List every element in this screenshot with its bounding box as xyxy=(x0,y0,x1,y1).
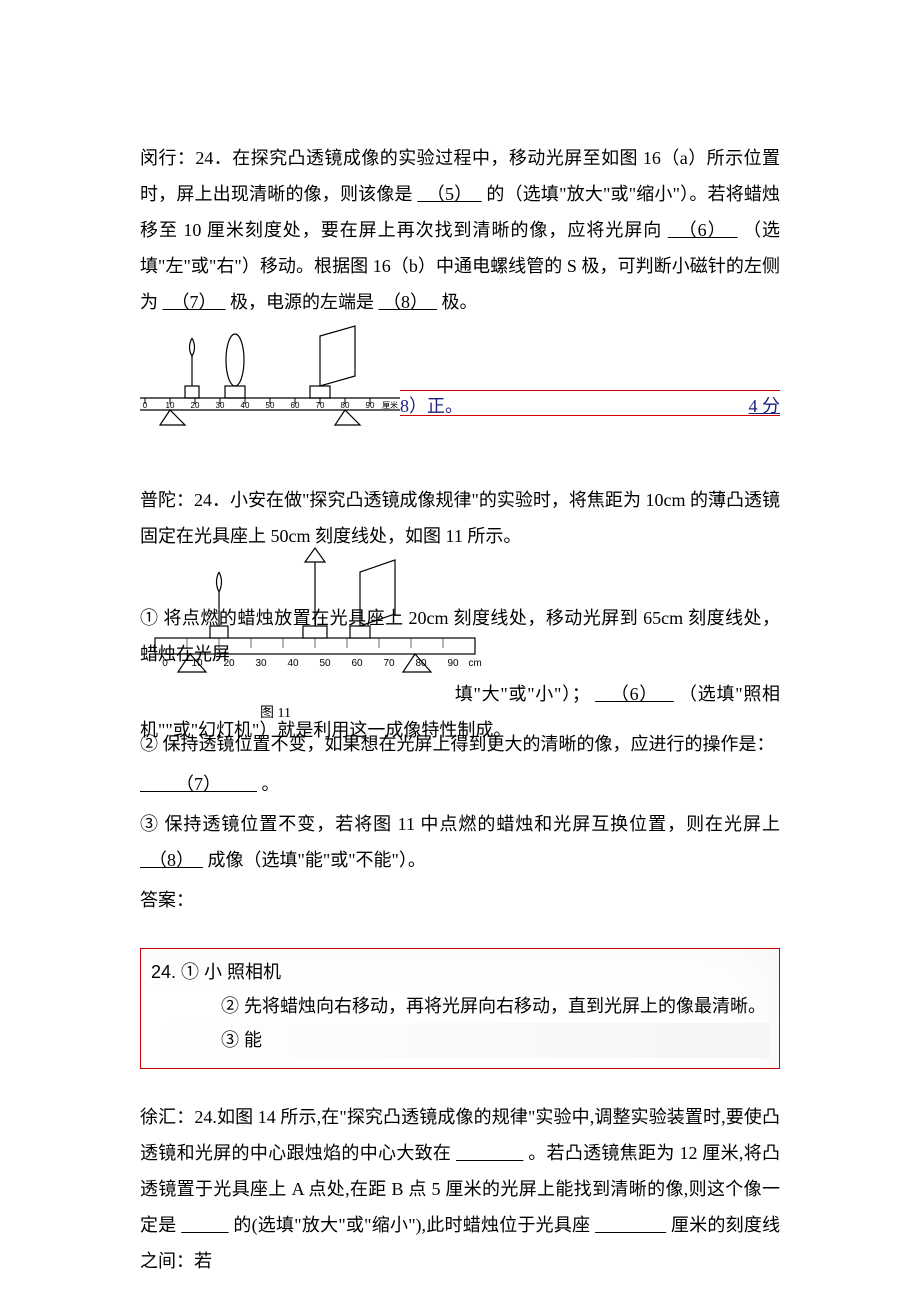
svg-text:80: 80 xyxy=(341,401,350,410)
putuo-overlap: 01020 304050 607080 90cm 图 11 ① 将点燃的蜡烛放置… xyxy=(140,560,780,720)
svg-text:30: 30 xyxy=(216,401,225,410)
minxing-score: 4 分 xyxy=(749,388,781,424)
blank-6-2: （6） xyxy=(595,684,674,704)
optical-bench-1: 0 10 20 30 40 50 60 70 80 90 厘米 xyxy=(130,318,410,428)
blank-7-2: （7） xyxy=(140,774,257,794)
xuhui-blank2 xyxy=(181,1215,228,1235)
svg-text:0: 0 xyxy=(143,401,148,410)
blank-6: （6） xyxy=(668,220,738,240)
answer-label: 答案： xyxy=(140,882,780,918)
putuo-q3: ③ 保持透镜位置不变，若将图 11 中点燃的蜡烛和光屏互换位置，则在光屏上 （8… xyxy=(140,806,780,878)
svg-text:20: 20 xyxy=(191,401,200,410)
minxing-diagram-row: 0 10 20 30 40 50 60 70 80 90 厘米 8）正。 4 分 xyxy=(140,328,780,428)
svg-text:10: 10 xyxy=(166,401,175,410)
putuo-blank7-line: （7） 。 xyxy=(140,766,780,802)
answer-row3: ③ 能 xyxy=(151,1023,769,1057)
xuhui-blank3 xyxy=(595,1215,666,1235)
answer-row2: ② 先将蜡烛向右移动，再将光屏向右移动，直到光屏上的像最清晰。 xyxy=(151,989,769,1023)
putuo-q1a: ① 将点燃的蜡烛放置在光具座上 20cm 刻度线处，移动光屏到 65cm 刻度线… xyxy=(140,600,780,672)
svg-text:厘米: 厘米 xyxy=(382,400,398,410)
blank-5: （5） xyxy=(417,184,481,204)
blank-8-2: （8） xyxy=(140,850,203,870)
svg-text:50: 50 xyxy=(266,401,275,410)
minxing-tail: 极。 xyxy=(442,292,478,312)
minxing-answer-inline: 8）正。 xyxy=(400,388,463,424)
svg-text:70: 70 xyxy=(316,401,325,410)
putuo-q1-line2: 上成清晰的倒立、缩（5）的实像（选 填"大"或"小"）； （6） （选填"照相机… xyxy=(140,676,780,748)
svg-text:60: 60 xyxy=(291,401,300,410)
answer-row1: 24. ① 小 照相机 xyxy=(151,955,769,989)
minxing-mid3: 极，电源的左端是 xyxy=(230,292,374,312)
answer-box-24: 24. ① 小 照相机 ② 先将蜡烛向右移动，再将光屏向右移动，直到光屏上的像最… xyxy=(140,948,780,1069)
minxing-paragraph: 闵行：24．在探究凸透镜成像的实验过程中，移动光屏至如图 16（a）所示位置时，… xyxy=(140,140,780,320)
xuhui-paragraph: 徐汇：24.如图 14 所示,在"探究凸透镜成像的规律"实验中,调整实验装置时,… xyxy=(140,1099,780,1279)
svg-text:90: 90 xyxy=(366,401,375,410)
svg-text:40: 40 xyxy=(241,401,250,410)
blank-8: （8） xyxy=(379,292,438,312)
xuhui-blank1 xyxy=(456,1143,523,1163)
blank-7: （7） xyxy=(163,292,226,312)
